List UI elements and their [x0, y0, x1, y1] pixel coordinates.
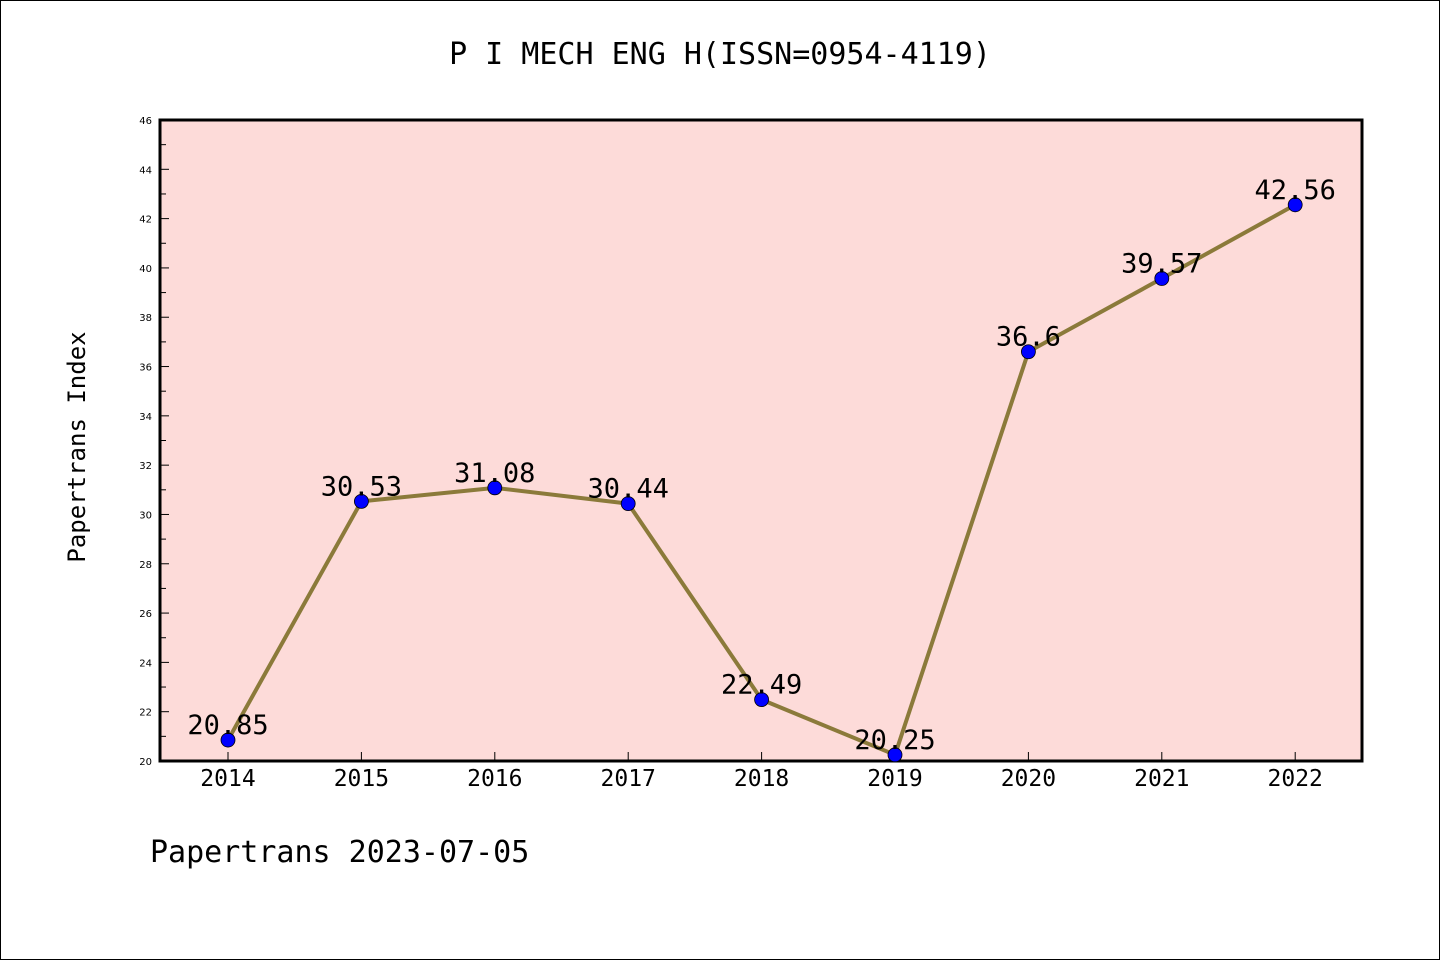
data-label: 31.08	[454, 458, 535, 489]
y-tick-label: 26	[139, 609, 152, 620]
data-label: 39.57	[1121, 249, 1202, 280]
data-point	[1154, 271, 1170, 286]
y-tick-label: 38	[139, 313, 152, 324]
data-point	[353, 493, 369, 509]
y-tick-label: 20	[139, 757, 152, 768]
data-label: 20.25	[854, 725, 935, 756]
y-tick-label: 24	[139, 658, 152, 669]
y-tick-label: 40	[139, 264, 152, 275]
data-label: 30.53	[321, 471, 402, 502]
data-label: 30.44	[588, 474, 669, 505]
data-point	[1287, 197, 1303, 213]
x-tick-label: 2020	[1001, 766, 1056, 792]
plot-area	[158, 118, 1364, 763]
x-tick-label: 2021	[1134, 766, 1189, 792]
data-label: 42.56	[1255, 175, 1336, 206]
x-tick-label: 2018	[734, 766, 789, 792]
y-tick-label: 36	[139, 363, 152, 374]
x-tick-label: 2019	[867, 766, 922, 792]
data-point	[620, 496, 636, 512]
data-label: 36.6	[996, 322, 1061, 353]
x-tick-label: 2014	[200, 766, 255, 792]
y-tick-label: 22	[139, 708, 152, 719]
data-point	[487, 480, 503, 496]
data-label: 22.49	[721, 670, 802, 701]
y-tick-label: 46	[139, 116, 152, 127]
y-tick-label: 28	[139, 560, 152, 571]
y-tick-label: 30	[139, 510, 152, 521]
x-tick-label: 2016	[467, 766, 522, 792]
data-point	[220, 732, 236, 748]
x-tick-label: 2022	[1268, 766, 1323, 792]
chart-title: P I MECH ENG H(ISSN=0954-4119)	[449, 37, 991, 72]
data-label: 20.85	[187, 710, 268, 741]
y-tick-label: 42	[139, 215, 152, 226]
data-point	[887, 747, 903, 763]
data-point	[1021, 344, 1036, 360]
y-tick-label: 32	[139, 461, 152, 472]
footer-caption: Papertrans 2023-07-05	[150, 835, 530, 870]
y-tick-label: 44	[139, 165, 152, 176]
x-tick-label: 2017	[601, 766, 656, 792]
y-tick-label: 34	[139, 412, 152, 423]
data-point	[754, 692, 769, 708]
x-tick-label: 2015	[334, 766, 389, 792]
